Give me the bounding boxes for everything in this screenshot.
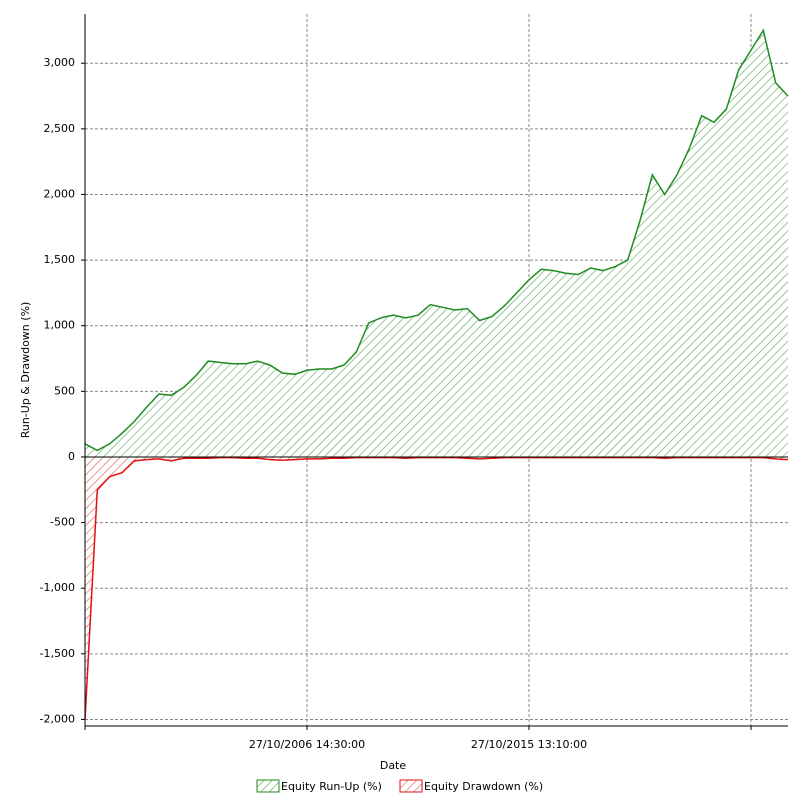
y-tick-label: -1,000 (40, 581, 75, 594)
y-tick-label: 0 (68, 450, 75, 463)
y-tick-label: 2,500 (44, 122, 76, 135)
y-tick-label: 1,000 (44, 319, 76, 332)
y-axis-label: Run-Up & Drawdown (%) (19, 302, 32, 439)
y-tick-label: 1,500 (44, 253, 76, 266)
y-tick-label: -1,500 (40, 647, 75, 660)
legend-label: Equity Run-Up (%) (281, 780, 382, 793)
area (85, 30, 788, 457)
legend-swatch (256, 779, 280, 793)
y-tick-label: 3,000 (44, 56, 76, 69)
x-tick-label: 27/10/2006 14:30:00 (249, 738, 365, 751)
series-line (84, 456, 789, 720)
y-tick-label: -2,000 (40, 712, 75, 725)
legend-label: Equity Drawdown (%) (424, 780, 543, 793)
series-line (84, 28, 789, 452)
y-tick-label: 2,000 (44, 187, 76, 200)
legend-swatch (399, 779, 423, 793)
x-tick-label: 27/10/2015 13:10:00 (471, 738, 587, 751)
y-tick-label: -500 (50, 516, 75, 529)
y-tick-label: 500 (54, 384, 75, 397)
x-axis-label: Date (380, 759, 407, 772)
